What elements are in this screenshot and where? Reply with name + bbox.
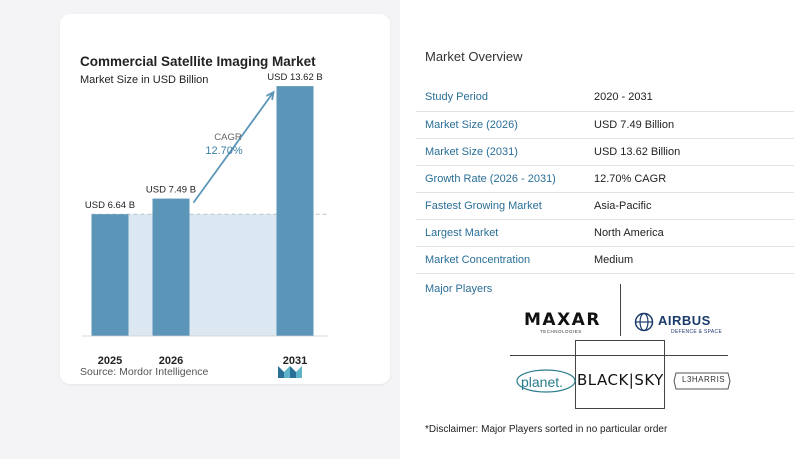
row-label: Largest Market	[416, 219, 594, 247]
divider	[575, 340, 665, 341]
market-overview-panel: Market Overview Study Period 2020 - 2031 …	[400, 0, 800, 459]
row-label: Market Concentration	[416, 246, 594, 274]
maxar-logo-subtitle: TECHNOLOGIES	[540, 329, 582, 334]
row-value: North America	[594, 219, 794, 247]
cagr-value: 12.70%	[205, 145, 243, 157]
data-label: USD 7.49 B	[146, 185, 196, 196]
overview-title: Market Overview	[425, 49, 523, 64]
row-value: 12.70% CAGR	[594, 165, 794, 193]
airbus-globe-icon	[634, 312, 654, 332]
table-row: Market Concentration Medium	[416, 246, 794, 274]
table-row: Growth Rate (2026 - 2031) 12.70% CAGR	[416, 165, 794, 193]
maxar-logo: MAXAR	[524, 310, 601, 330]
divider	[575, 408, 665, 409]
row-value: Asia-Pacific	[594, 192, 794, 220]
divider	[664, 340, 665, 408]
cagr-arrow	[192, 91, 275, 204]
bar-chart: USD 6.64 B 2025 USD 7.49 B 2026 USD 13.62 B 2…	[82, 72, 328, 367]
chart-card: Commercial Satellite Imaging Market Mark…	[60, 14, 390, 384]
airbus-logo: AIRBUS	[658, 313, 711, 328]
row-label: Market Size (2026)	[416, 111, 594, 139]
row-label: Fastest Growing Market	[416, 192, 594, 220]
x-tick-label: 2025	[98, 355, 122, 367]
chart-subtitle: Market Size in USD Billion	[80, 74, 209, 86]
disclaimer: *Disclaimer: Major Players sorted in no …	[425, 424, 668, 435]
data-label: USD 13.62 B	[267, 72, 322, 83]
row-value: 2020 - 2031	[594, 84, 794, 112]
row-value: Medium	[594, 246, 794, 274]
table-row: Market Size (2031) USD 13.62 Billion	[416, 138, 794, 166]
chart-title: Commercial Satellite Imaging Market	[80, 54, 316, 69]
airbus-logo-subtitle: DEFENCE & SPACE	[671, 329, 723, 335]
data-label: USD 6.64 B	[85, 200, 135, 211]
divider	[575, 340, 576, 408]
row-label: Growth Rate (2026 - 2031)	[416, 165, 594, 193]
table-row: Largest Market North America	[416, 219, 794, 247]
cagr-label: CAGR	[214, 132, 242, 143]
table-row: Fastest Growing Market Asia-Pacific	[416, 192, 794, 220]
player-logos-grid: MAXAR TECHNOLOGIES AIRBUS DEFENCE & SPAC…	[500, 284, 740, 414]
row-label: Study Period	[416, 84, 594, 112]
major-players-title: Major Players	[425, 283, 493, 295]
cagr-arrow-head	[266, 90, 275, 101]
bar	[152, 198, 190, 336]
row-value: USD 7.49 Billion	[594, 111, 794, 139]
l3harris-emblem-icon	[673, 372, 731, 390]
bar	[91, 214, 129, 336]
table-row: Market Size (2026) USD 7.49 Billion	[416, 111, 794, 139]
divider	[620, 284, 621, 336]
l3harris-logo: L3HARRIS	[682, 375, 726, 384]
bar	[276, 86, 314, 336]
row-value: USD 13.62 Billion	[594, 138, 794, 166]
overview-table: Study Period 2020 - 2031 Market Size (202…	[416, 84, 794, 274]
source-note: Source: Mordor Intelligence	[80, 366, 209, 378]
row-label: Market Size (2031)	[416, 138, 594, 166]
x-tick-label: 2031	[283, 355, 307, 367]
planet-logo: planet.	[521, 374, 564, 390]
table-row: Study Period 2020 - 2031	[416, 84, 794, 112]
mordor-intelligence-logo-icon	[278, 366, 302, 378]
planet-ring-icon	[516, 369, 576, 393]
x-tick-label: 2026	[159, 355, 183, 367]
divider	[510, 355, 728, 356]
blacksky-logo: BLACK|SKY	[577, 371, 664, 389]
